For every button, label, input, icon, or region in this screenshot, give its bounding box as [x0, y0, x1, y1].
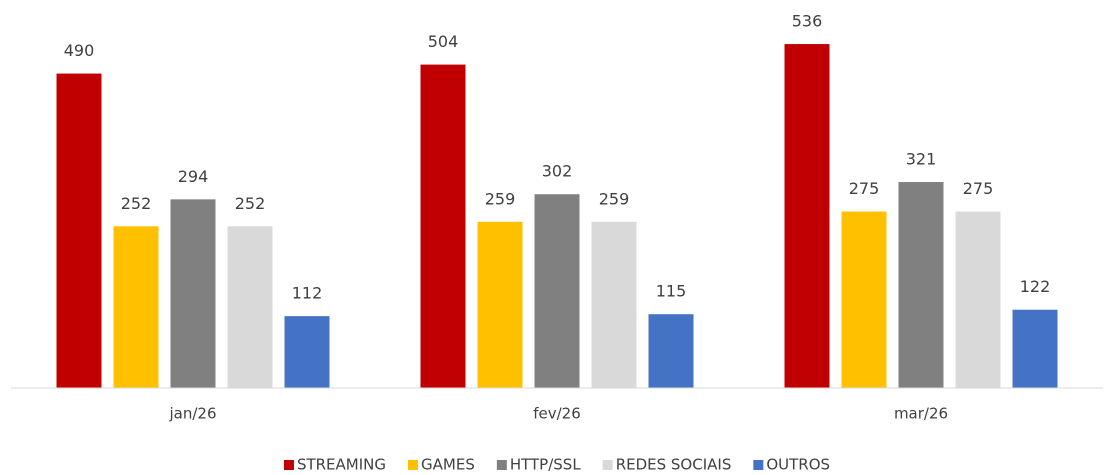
data-label: 259 [599, 189, 630, 208]
bar [170, 199, 216, 388]
legend-swatch [496, 460, 507, 470]
data-label: 504 [428, 32, 459, 51]
bar [1012, 309, 1058, 388]
legend-label: GAMES [421, 456, 475, 474]
bar [113, 226, 159, 388]
data-label: 115 [656, 282, 687, 301]
data-label: 302 [542, 162, 573, 181]
legend-label: REDES SOCIAIS [616, 456, 732, 474]
legend-label: OUTROS [766, 456, 830, 474]
bar [841, 211, 887, 388]
legend: STREAMING GAMES HTTP/SSL REDES SOCIAIS OUTRO… [283, 456, 830, 474]
bar [784, 44, 830, 389]
data-label: 259 [485, 189, 516, 208]
bar [534, 194, 580, 388]
bar [898, 182, 944, 388]
data-label: 536 [792, 12, 823, 31]
data-label: 252 [235, 194, 266, 213]
bar [648, 314, 694, 388]
data-label: 321 [906, 150, 937, 169]
bar [955, 211, 1001, 388]
legend-swatch [283, 460, 294, 470]
bar [227, 226, 273, 388]
legend-swatch [602, 460, 613, 470]
legend-label: HTTP/SSL [510, 456, 581, 474]
legend-swatch [408, 460, 419, 470]
bar [284, 316, 330, 388]
data-label: 490 [64, 41, 95, 60]
data-label: 252 [121, 194, 152, 213]
legend-swatch [753, 460, 764, 470]
x-tick-label: jan/26 [168, 405, 216, 423]
data-label: 112 [292, 284, 323, 303]
data-label: 122 [1020, 277, 1051, 296]
bar [420, 64, 466, 388]
x-tick-label: fev/26 [533, 405, 581, 423]
data-label: 294 [178, 167, 209, 186]
x-tick-label: mar/26 [894, 405, 948, 423]
legend-label: STREAMING [297, 456, 386, 474]
bar [477, 221, 523, 388]
data-label: 275 [849, 179, 880, 198]
bar [591, 221, 637, 388]
data-label: 275 [963, 179, 994, 198]
bar [56, 73, 102, 388]
